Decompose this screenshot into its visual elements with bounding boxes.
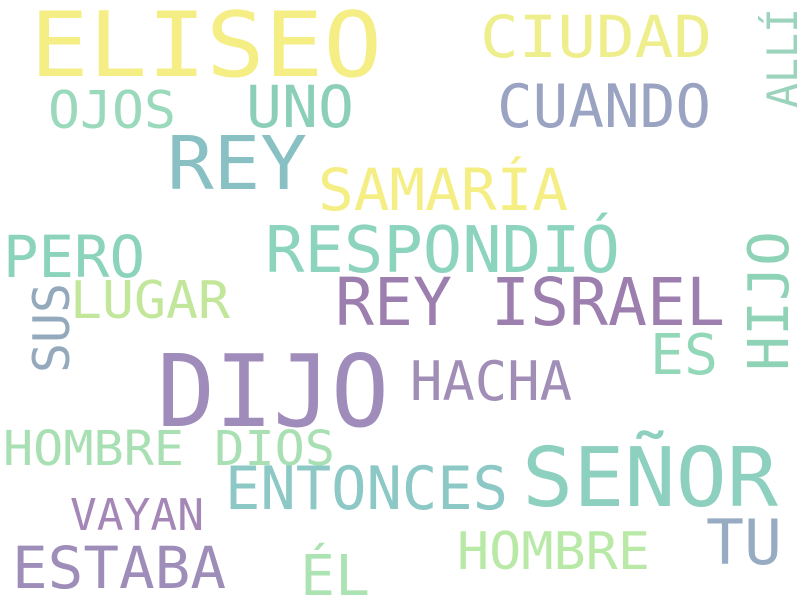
word-estaba: ESTABA: [12, 534, 226, 600]
word-rey: REY: [167, 121, 307, 207]
word-uno: UNO: [246, 73, 354, 141]
word-respondio: RESPONDIÓ: [265, 212, 620, 288]
word-entonces: ENTONCES: [225, 454, 508, 524]
word-ojos: OJOS: [48, 81, 176, 141]
word-dijo: DIJO: [157, 333, 389, 450]
word-samaria: SAMARÍA: [318, 155, 568, 224]
word-es: ES: [650, 323, 718, 388]
word-vayan: VAYAN: [70, 490, 204, 541]
word-hombre-dios: HOMBRE DIOS: [3, 421, 335, 477]
word-hijo: HIJO: [737, 231, 800, 371]
word-el: ÉL: [300, 544, 370, 600]
word-rey-israel: REY ISRAEL: [335, 264, 725, 341]
word-senor: SEÑOR: [522, 430, 779, 526]
word-alli: ALLÍ: [757, 8, 800, 108]
word-tu: TU: [706, 506, 782, 579]
word-sus: SUS: [23, 283, 81, 373]
word-hombre: HOMBRE: [457, 522, 650, 582]
word-eliseo: ELISEO: [30, 0, 382, 98]
word-pero: PERO: [3, 223, 145, 291]
word-lugar: LUGAR: [70, 271, 231, 331]
word-hacha: HACHA: [410, 350, 572, 413]
word-cuando: CUANDO: [497, 72, 711, 142]
word-ciudad: CIUDAD: [480, 3, 712, 71]
